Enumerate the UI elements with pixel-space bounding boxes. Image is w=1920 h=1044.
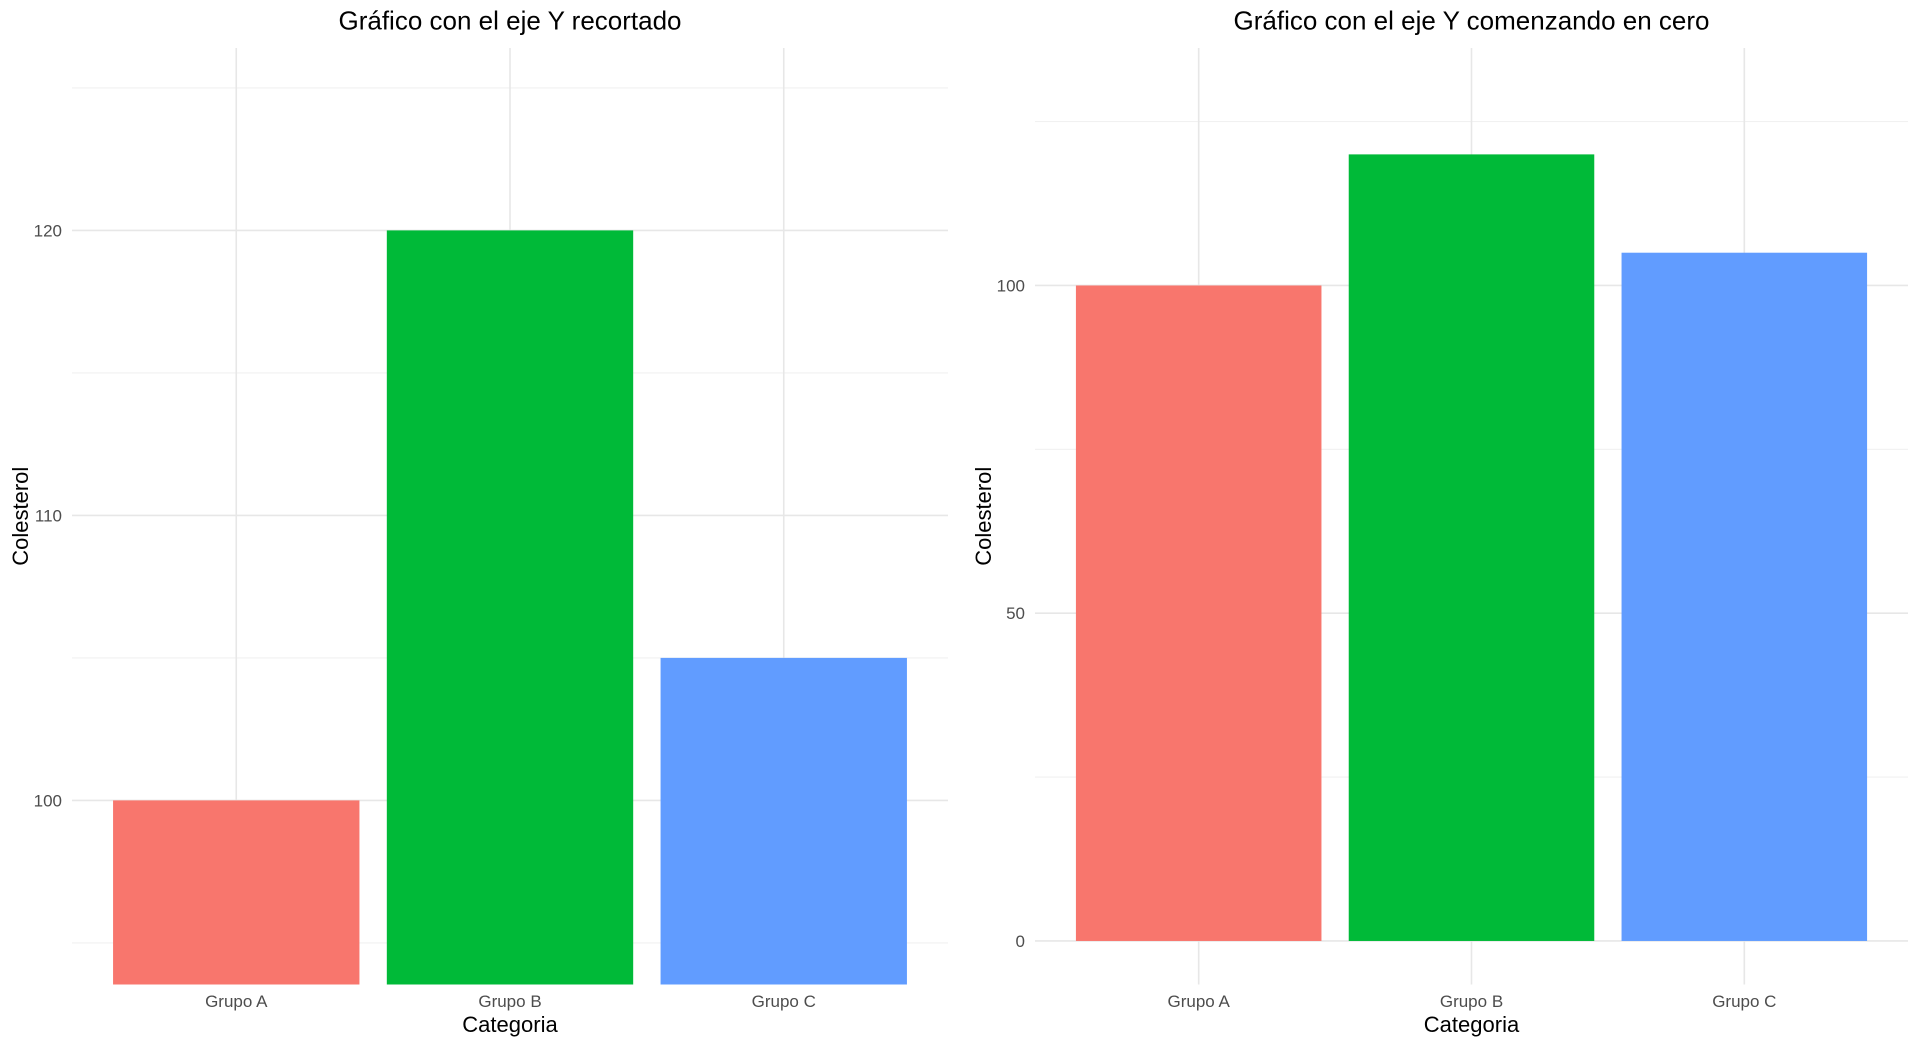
y-axis-title: Colesterol bbox=[971, 467, 996, 566]
x-tick-label-grupo-b: Grupo B bbox=[478, 992, 541, 1011]
y-tick-label-120: 120 bbox=[34, 221, 62, 240]
bar-grupo-c bbox=[660, 657, 907, 985]
x-tick-label-grupo-a: Grupo A bbox=[205, 992, 268, 1011]
y-tick-label-100: 100 bbox=[997, 276, 1025, 295]
x-tick-label-grupo-c: Grupo C bbox=[752, 992, 816, 1011]
bar-grupo-c bbox=[1621, 252, 1868, 941]
y-axis-title: Colesterol bbox=[8, 467, 33, 566]
y-tick-label-50: 50 bbox=[1006, 604, 1025, 623]
bar-grupo-a bbox=[113, 800, 360, 985]
y-tick-label-100: 100 bbox=[34, 791, 62, 810]
bar-grupo-a bbox=[1075, 285, 1322, 941]
plot-title: Gráfico con el eje Y comenzando en cero bbox=[1234, 6, 1710, 36]
chart-zero-y-axis: 0 50 100 Grupo A Grupo B Grupo C Categoria Cole… bbox=[971, 6, 1908, 1037]
plot-title: Gráfico con el eje Y recortado bbox=[338, 6, 681, 36]
y-tick-label-0: 0 bbox=[1016, 932, 1025, 951]
bar-grupo-b bbox=[386, 230, 634, 985]
chart-cropped-y-axis: 100 110 120 Grupo A Grupo B Grupo C Categoria C… bbox=[8, 6, 948, 1037]
bar-grupo-b bbox=[1348, 154, 1595, 941]
y-tick-label-110: 110 bbox=[35, 506, 62, 525]
x-tick-label-grupo-c: Grupo C bbox=[1712, 992, 1776, 1011]
x-axis-title: Categoria bbox=[462, 1012, 558, 1037]
x-tick-label-grupo-b: Grupo B bbox=[1440, 992, 1503, 1011]
x-tick-label-grupo-a: Grupo A bbox=[1168, 992, 1231, 1011]
x-axis-title: Categoria bbox=[1424, 1012, 1520, 1037]
